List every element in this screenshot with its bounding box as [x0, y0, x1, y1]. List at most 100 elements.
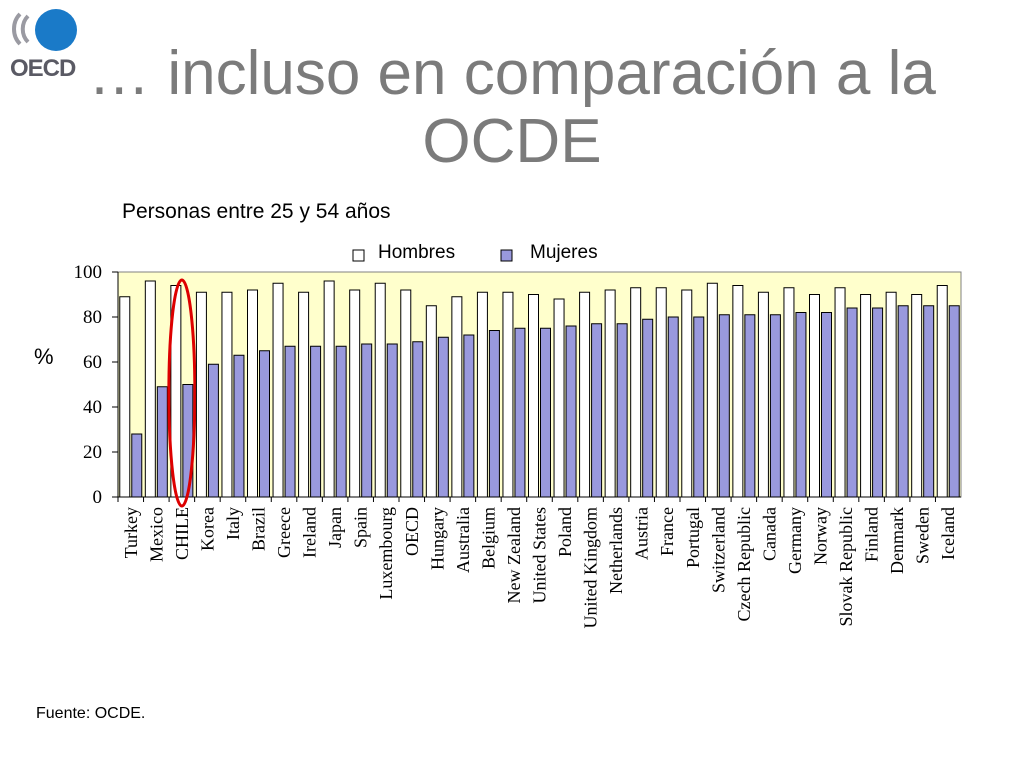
category-label: Slovak Republic	[836, 507, 856, 627]
bar-hombres	[451, 296, 463, 498]
category-label: Korea	[197, 507, 217, 551]
bar-hombres	[630, 287, 642, 498]
category-label: United Kingdom	[581, 507, 601, 629]
bar-hombres	[604, 289, 616, 498]
category-label: Turkey	[121, 507, 141, 558]
category-label: Germany	[785, 507, 805, 574]
highlight-ellipse	[167, 278, 197, 508]
bar-hombres	[681, 289, 693, 498]
category-label: Spain	[351, 507, 371, 548]
category-label: Netherlands	[606, 507, 626, 594]
category-label: Japan	[325, 507, 345, 548]
bar-hombres	[476, 291, 488, 498]
y-tick-label: 40	[83, 397, 102, 418]
title-line-2: OCDE	[422, 107, 602, 176]
bar-mujeres	[872, 307, 884, 498]
y-tick-label: 0	[93, 487, 103, 508]
bar-mujeres	[386, 343, 398, 498]
bar-hombres	[553, 298, 565, 498]
bar-hombres	[834, 287, 846, 498]
bar-hombres	[757, 291, 769, 498]
bar-mujeres	[948, 305, 960, 498]
category-label: Australia	[453, 507, 473, 573]
category-label: New Zealand	[504, 507, 524, 603]
bar-hombres	[374, 282, 386, 498]
bar-hombres	[272, 282, 284, 498]
legend-swatch-mujeres	[500, 249, 513, 262]
bar-hombres	[706, 282, 718, 498]
category-label: Ireland	[300, 507, 320, 558]
bar-mujeres	[923, 305, 935, 498]
bar-mujeres	[131, 433, 143, 498]
bar-mujeres	[642, 318, 654, 498]
bar-mujeres	[565, 325, 577, 498]
slide-title: … incluso en comparación a la OCDE	[0, 40, 1024, 176]
legend: Hombres Mujeres	[352, 242, 598, 263]
bar-mujeres	[514, 327, 526, 498]
bar-hombres	[860, 294, 872, 498]
y-tick-label: 20	[83, 442, 102, 463]
bar-mujeres	[769, 314, 781, 498]
bar-mujeres	[718, 314, 730, 498]
category-label: Finland	[862, 507, 882, 562]
y-tick-label: 60	[83, 352, 102, 373]
chart-subtitle: Personas entre 25 y 54 años	[122, 200, 391, 223]
bar-mujeres	[284, 345, 296, 498]
category-label: OECD	[402, 507, 422, 556]
bar-mujeres	[488, 330, 500, 498]
bar-hombres	[323, 280, 335, 498]
bar-mujeres	[335, 345, 347, 498]
bar-hombres	[144, 280, 156, 498]
category-label: Poland	[555, 507, 575, 557]
bar-mujeres	[897, 305, 909, 498]
category-label: Denmark	[887, 507, 907, 574]
bar-hombres	[195, 291, 207, 498]
source-note: Fuente: OCDE.	[36, 705, 146, 722]
bar-mujeres	[207, 363, 219, 498]
category-label: Norway	[811, 507, 831, 565]
bar-mujeres	[616, 323, 628, 498]
logo-text: OECD	[10, 55, 76, 82]
bar-hombres	[809, 294, 820, 498]
bar-mujeres	[821, 312, 832, 498]
bar-hombres	[349, 289, 361, 498]
category-label: Iceland	[938, 507, 958, 560]
category-label: France	[657, 507, 677, 556]
bar-hombres	[400, 289, 412, 498]
y-tick-label: 80	[83, 307, 102, 328]
category-label: Italy	[223, 507, 243, 540]
category-label: Portugal	[683, 507, 703, 568]
y-axis-label: %	[34, 344, 54, 369]
oecd-logo: OECD	[10, 9, 77, 82]
bar-hombres	[732, 285, 744, 498]
bar-mujeres	[437, 336, 449, 498]
bar-hombres	[528, 294, 539, 498]
bar-mujeres	[361, 343, 373, 498]
bar-chart: Hombres Mujeres % 0 20 40 60 80 100 Turkey Mexi…	[34, 242, 962, 629]
category-label: Luxembourg	[376, 507, 396, 600]
bar-mujeres	[412, 341, 424, 498]
bar-hombres	[911, 294, 923, 498]
category-label: Mexico	[146, 507, 166, 562]
bar-mujeres	[744, 314, 756, 498]
bar-hombres	[221, 291, 233, 498]
y-tick-label: 100	[74, 262, 103, 283]
bar-mujeres	[591, 323, 603, 498]
bar-mujeres	[540, 327, 551, 498]
bar-hombres	[579, 291, 591, 498]
bar-hombres	[655, 287, 667, 498]
category-label: United States	[530, 507, 550, 604]
category-label: Belgium	[478, 507, 498, 569]
bar-mujeres	[463, 334, 475, 498]
bar-hombres	[885, 291, 897, 498]
category-label: Greece	[274, 507, 294, 558]
bar-mujeres	[233, 354, 245, 498]
category-label: Sweden	[913, 507, 933, 564]
bar-mujeres	[846, 307, 858, 498]
category-label: Austria	[632, 507, 652, 560]
bar-hombres	[783, 287, 795, 498]
bar-mujeres	[693, 316, 705, 498]
bar-hombres	[298, 291, 310, 498]
bar-mujeres	[259, 350, 270, 498]
bar-mujeres	[156, 386, 168, 498]
